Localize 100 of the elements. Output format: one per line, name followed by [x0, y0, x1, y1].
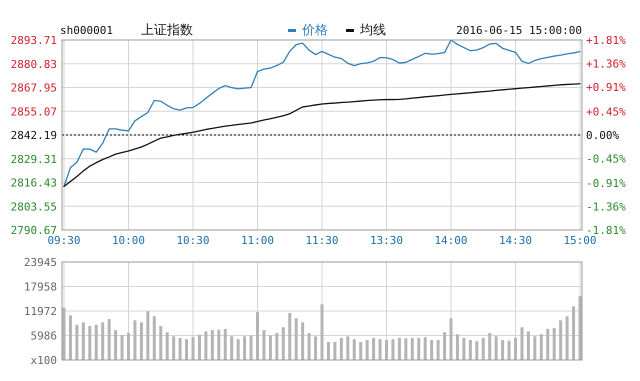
y2-tick-label: -1.36% — [586, 200, 626, 214]
bar — [475, 341, 478, 360]
bar — [352, 339, 356, 360]
y-tick-label: 5986 — [30, 330, 57, 342]
y-tick-label: 2803.55 — [10, 200, 57, 214]
x-tick-label: 10:30 — [176, 234, 210, 247]
y-tick-label: 2867.95 — [10, 82, 57, 94]
bar — [443, 332, 446, 360]
bar — [230, 336, 234, 360]
y-tick-label: 2855.07 — [10, 105, 57, 118]
bar — [552, 328, 556, 360]
bar — [520, 327, 524, 360]
bar — [320, 304, 324, 360]
text: sh000001 — [60, 24, 113, 37]
bar — [140, 322, 143, 360]
bar — [372, 338, 376, 360]
bar — [282, 327, 285, 360]
line-series — [63, 39, 581, 188]
bar — [508, 340, 511, 360]
bar — [262, 330, 266, 360]
bar — [88, 326, 92, 360]
bar — [578, 296, 582, 360]
y-tick-label: 2790.67 — [10, 224, 57, 237]
bar — [268, 335, 272, 360]
bar — [172, 336, 176, 360]
bar — [314, 336, 318, 360]
y-tick-label: x100 — [30, 354, 57, 367]
bar — [430, 340, 434, 360]
bar — [62, 308, 66, 360]
bar — [378, 339, 382, 360]
y2-tick-label: -0.91% — [586, 176, 626, 190]
bar — [236, 339, 240, 360]
bar — [308, 332, 311, 360]
x-tick-label: 09:30 — [47, 234, 81, 247]
bar — [210, 330, 214, 360]
bar — [488, 332, 492, 360]
bar — [192, 337, 194, 360]
bar — [346, 336, 350, 360]
bar — [243, 336, 246, 360]
bar — [501, 340, 504, 360]
bar — [450, 318, 452, 360]
x-tick-label: 14:00 — [434, 234, 468, 247]
bar — [559, 320, 562, 360]
bar — [94, 324, 98, 360]
bar — [133, 320, 136, 360]
bar — [114, 330, 118, 360]
bar — [326, 342, 330, 360]
bar — [494, 336, 498, 360]
bar — [566, 316, 569, 360]
bar — [526, 331, 530, 360]
x-tick-label: 13:30 — [370, 234, 404, 247]
bar — [456, 334, 459, 360]
x-tick-label: 10:00 — [112, 234, 146, 247]
bar — [572, 306, 576, 360]
bar — [462, 338, 466, 360]
x-tick-label: 15:00 — [563, 234, 597, 247]
bar — [340, 338, 343, 360]
chart-title: 上证指数 — [141, 23, 193, 38]
legend-label: 均线 — [359, 23, 386, 38]
bar — [424, 337, 427, 360]
bar — [385, 340, 388, 360]
bar — [294, 318, 298, 360]
bar — [468, 340, 472, 360]
y2-tick-label: 0.00% — [586, 129, 620, 142]
y-tick-label: 2829.31 — [10, 152, 57, 166]
chart-subtitle: 2016-06-15 15:00:00 — [456, 24, 582, 37]
bar — [75, 324, 78, 360]
bar — [146, 311, 150, 360]
y2-tick-label: -1.81% — [586, 224, 626, 237]
y-tick-label: 2816.43 — [10, 176, 57, 190]
legend-item: 价格 — [288, 23, 328, 38]
legend-label: 价格 — [301, 23, 328, 38]
x-tick-label: 11:30 — [305, 234, 339, 247]
bar — [275, 332, 278, 360]
y-tick-label: 23945 — [24, 256, 57, 269]
y-tick-label: 2880.83 — [10, 58, 57, 71]
y2-tick-label: +1.81% — [586, 34, 626, 47]
bar — [410, 338, 414, 360]
y-tick-label: 17958 — [24, 280, 57, 294]
bar — [204, 331, 208, 360]
bar — [166, 332, 169, 360]
bar — [152, 316, 156, 360]
bar — [533, 336, 536, 360]
bar — [127, 332, 130, 360]
bar — [178, 338, 182, 360]
y2-tick-label: -0.45% — [586, 152, 626, 166]
bar — [217, 330, 220, 360]
bar — [391, 339, 394, 360]
bar — [185, 339, 188, 360]
y2-tick-label: +0.91% — [586, 81, 626, 94]
bar — [224, 328, 227, 360]
y-tick-label: 11972 — [24, 305, 57, 318]
y-tick-label: 2842.19 — [10, 129, 57, 142]
bar — [404, 338, 408, 360]
bar — [398, 338, 401, 360]
y2-tick-label: +0.45% — [586, 105, 626, 118]
bar — [288, 312, 292, 360]
legend-item: 均线 — [346, 23, 386, 38]
bar — [514, 338, 517, 360]
bar — [359, 342, 362, 360]
